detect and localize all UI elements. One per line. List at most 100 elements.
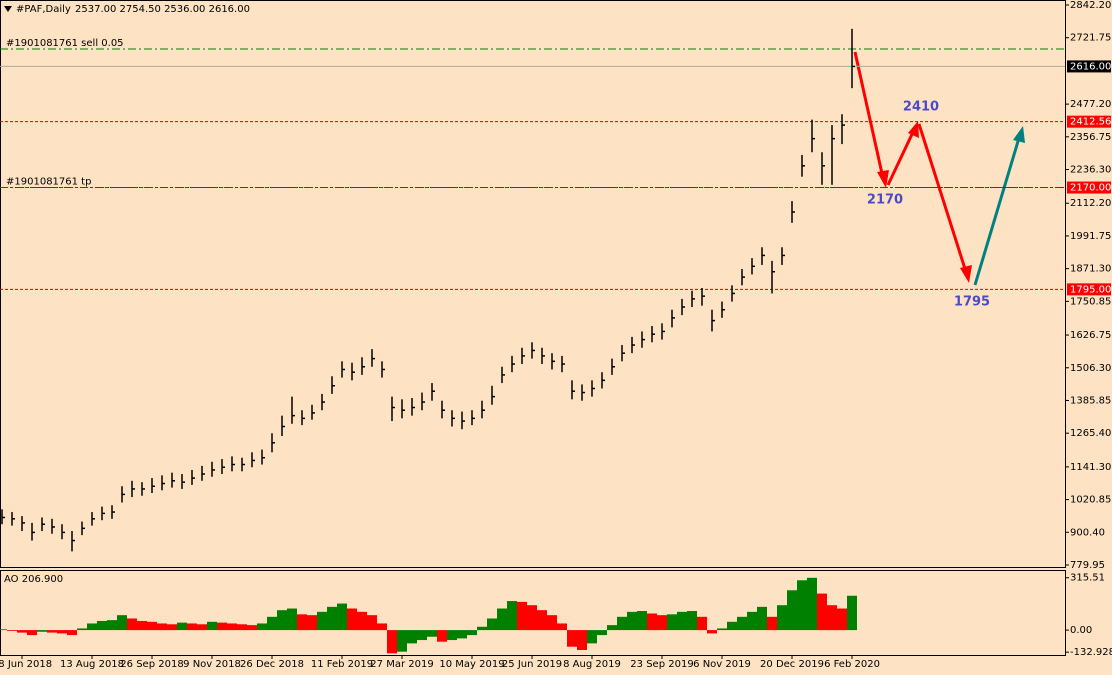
ao-bar <box>127 618 137 631</box>
ao-bar <box>517 601 527 631</box>
ao-bar <box>537 610 547 631</box>
y-tick-label: 1506.30 <box>1070 363 1111 374</box>
ao-bar <box>157 623 167 631</box>
ao-bar <box>807 577 817 631</box>
ao-bar <box>287 608 297 631</box>
ao-bar <box>67 630 77 636</box>
y-tick-label: 1265.40 <box>1070 428 1111 439</box>
ao-bar <box>707 630 717 634</box>
ao-bar <box>347 608 357 631</box>
ao-bar <box>357 611 367 631</box>
ao-bar <box>777 605 787 631</box>
main-panel <box>0 0 1066 568</box>
chart-subtitle: 2537.00 2754.50 2536.00 2616.00 <box>75 4 250 15</box>
y-tick-label: 2356.75 <box>1070 132 1111 143</box>
ao-bar <box>237 624 247 631</box>
ao-bar <box>717 628 727 631</box>
ao-bar <box>227 623 237 631</box>
ao-bar <box>327 606 337 631</box>
y-tick-label: 1385.85 <box>1070 395 1111 406</box>
ao-bar <box>547 615 557 631</box>
ao-bar <box>387 630 397 654</box>
ao-bar <box>757 606 767 631</box>
ao-bar <box>637 611 647 631</box>
ao-bar <box>427 630 437 637</box>
ao-bar <box>607 625 617 631</box>
x-tick-label: 25 Jun 2019 <box>502 659 562 670</box>
ao-bar <box>187 623 197 631</box>
x-tick-label: 20 Dec 2019 <box>760 659 824 670</box>
arrow-head <box>877 170 889 188</box>
ao-bar <box>277 610 287 631</box>
ao-bar <box>627 611 637 631</box>
ao-bar <box>367 615 377 631</box>
ao-bar <box>667 614 677 631</box>
ao-bar <box>47 630 57 633</box>
ao-bar <box>147 621 157 631</box>
order-label: #1901081761 tp <box>6 177 91 188</box>
ao-bar <box>197 624 207 631</box>
ao-bar <box>167 624 177 631</box>
chart-title: #PAF,Daily <box>16 4 71 15</box>
ao-bar <box>567 630 577 647</box>
ao-bar <box>727 621 737 631</box>
x-tick-label: 11 Feb 2019 <box>311 659 373 670</box>
ao-bar <box>297 614 307 631</box>
x-tick-label: 9 Nov 2018 <box>183 659 241 670</box>
ao-bar <box>587 630 597 644</box>
ao-bar <box>117 615 127 631</box>
annotation: 2170 <box>867 193 903 208</box>
y-tick-label: 779.95 <box>1070 560 1105 571</box>
forecast-arrows <box>853 51 1025 286</box>
ao-bar <box>767 616 777 631</box>
y-tick-label: 2477.20 <box>1070 99 1111 110</box>
ao-bar <box>217 622 227 631</box>
arrow <box>917 123 968 273</box>
ao-bar <box>787 590 797 631</box>
ao-bar <box>477 626 487 631</box>
ao-bar <box>677 611 687 631</box>
ao-bar <box>97 620 107 631</box>
ao-bar <box>497 608 507 631</box>
y-tick-label: 1141.30 <box>1070 462 1111 473</box>
ao-bar <box>507 601 517 631</box>
level-label: 2412.56 <box>1070 117 1111 128</box>
ao-bar <box>307 615 317 631</box>
x-tick-label: 23 Sep 2019 <box>630 659 693 670</box>
ao-bar <box>397 630 407 652</box>
ao-bar <box>847 595 857 631</box>
ao-bar <box>817 593 827 631</box>
y-tick-label: 1871.30 <box>1070 264 1111 275</box>
ao-bar <box>747 611 757 631</box>
ao-bar <box>77 628 87 631</box>
ao-bar <box>57 630 67 634</box>
current-price-label: 2616.00 <box>1070 61 1111 72</box>
order-label: #1901081761 sell 0.05 <box>6 38 124 49</box>
ao-title: AO 206.900 <box>4 574 63 585</box>
ao-bar <box>617 616 627 631</box>
ao-bar <box>527 605 537 631</box>
y-tick-label: 315.51 <box>1070 573 1105 584</box>
ao-bar <box>7 630 17 631</box>
ao-bar <box>557 623 567 631</box>
y-tick-label: 1991.75 <box>1070 231 1111 242</box>
arrow <box>853 51 885 179</box>
arrow-head <box>960 265 972 283</box>
x-tick-label: 26 Sep 2018 <box>120 659 183 670</box>
x-tick-label: 27 Mar 2019 <box>370 659 433 670</box>
ao-bar <box>27 630 37 636</box>
ao-bar <box>577 630 587 651</box>
annotation: 2410 <box>903 100 939 115</box>
ao-bar <box>377 623 387 631</box>
ao-bar <box>437 630 447 642</box>
ao-bar <box>457 630 467 639</box>
ao-bar <box>647 613 657 631</box>
ao-bar <box>17 630 27 633</box>
x-tick-label: 26 Dec 2018 <box>240 659 304 670</box>
ao-bar <box>837 608 847 631</box>
arrow-head <box>908 121 919 138</box>
ao-bar <box>687 611 697 631</box>
y-tick-label: 1020.85 <box>1070 495 1111 506</box>
